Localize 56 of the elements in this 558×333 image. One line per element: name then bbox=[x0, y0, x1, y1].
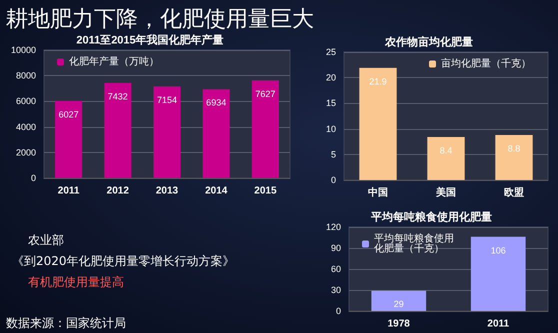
y-tick-label: 4000 bbox=[16, 122, 36, 132]
data-label: 8.4 bbox=[440, 145, 452, 156]
y-tick-label: 10000 bbox=[10, 45, 36, 55]
x-tick-label: 2015 bbox=[254, 186, 277, 196]
x-tick-label: 2012 bbox=[106, 186, 130, 196]
x-tick-label: 欧盟 bbox=[504, 186, 524, 198]
chart-title: 平均每吨粮食使用化肥量 bbox=[370, 210, 492, 224]
y-tick-label: 8000 bbox=[16, 70, 36, 81]
text: 有机肥使用量提高 bbox=[28, 274, 124, 291]
source-note: 数据来源：国家统计局 bbox=[6, 315, 126, 332]
y-tick-label: 10 bbox=[326, 124, 336, 134]
data-label: 106 bbox=[490, 245, 506, 256]
y-tick-label: 15 bbox=[326, 98, 336, 108]
x-tick-label: 2013 bbox=[156, 186, 179, 196]
data-label: 29 bbox=[394, 299, 404, 310]
y-tick-label: 5 bbox=[330, 149, 336, 160]
y-tick-label: 0 bbox=[330, 175, 336, 185]
bar bbox=[359, 68, 397, 180]
data-label: 6934 bbox=[206, 98, 226, 108]
data-label: 6027 bbox=[58, 109, 79, 120]
data-label: 7627 bbox=[255, 88, 276, 99]
x-tick-label: 2011 bbox=[58, 186, 80, 196]
legend-label: 平均每吨粮食使用化肥量（千克） bbox=[374, 232, 454, 254]
y-tick-label: 60 bbox=[330, 264, 341, 274]
chart-title: 2011至2015年我国化肥年产量 bbox=[76, 34, 224, 46]
bar bbox=[55, 100, 82, 178]
x-tick-label: 美国 bbox=[435, 186, 456, 198]
text: 农业部 bbox=[28, 232, 64, 249]
y-tick-label: 20 bbox=[326, 72, 336, 83]
x-tick-label: 中国 bbox=[368, 186, 388, 198]
bar bbox=[427, 136, 465, 180]
y-tick-label: 0 bbox=[336, 306, 341, 316]
bar bbox=[252, 80, 279, 178]
y-tick-label: 25 bbox=[326, 47, 336, 57]
x-tick-label: 2014 bbox=[205, 186, 228, 196]
x-tick-label: 2011 bbox=[487, 318, 510, 330]
legend-label: 化肥年产量（万吨） bbox=[69, 56, 159, 68]
bar bbox=[202, 89, 230, 178]
y-tick-label: 90 bbox=[330, 243, 341, 253]
text: 耕地肥力下降，化肥使用量巨大 bbox=[6, 6, 314, 34]
data-label: 21.9 bbox=[369, 76, 387, 86]
legend-label: 亩均化肥量（千克） bbox=[441, 58, 531, 70]
bar bbox=[495, 134, 533, 180]
data-label: 7432 bbox=[108, 91, 128, 102]
text: 《到2020年化肥使用量零增长行动方案》 bbox=[12, 253, 235, 270]
data-label: 7154 bbox=[156, 94, 178, 105]
chart-title: 农作物亩均化肥量 bbox=[384, 36, 473, 48]
bar bbox=[104, 82, 132, 178]
y-tick-label: 30 bbox=[330, 285, 341, 295]
x-tick-label: 1978 bbox=[388, 318, 410, 330]
y-tick-label: 120 bbox=[326, 222, 341, 232]
y-tick-label: 2000 bbox=[16, 147, 36, 158]
y-tick-label: 6000 bbox=[16, 96, 36, 106]
data-label: 8.8 bbox=[508, 143, 520, 154]
y-tick-label: 0 bbox=[30, 173, 36, 183]
bar bbox=[153, 86, 181, 178]
